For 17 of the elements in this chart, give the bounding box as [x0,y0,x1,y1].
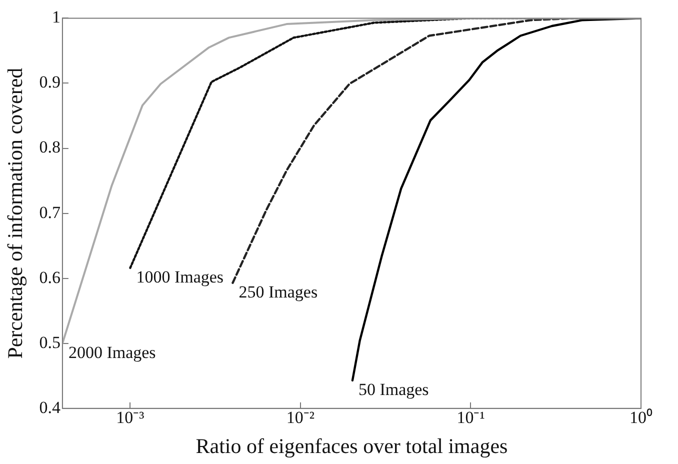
y-axis-title: Percentage of information covered [3,67,28,359]
y-tick-label: 1 [52,8,60,27]
annotation: 50 Images [358,380,429,399]
x-tick-label: 10⁻³ [116,408,144,428]
annotation: 250 Images [238,282,318,302]
y-tick-label: 0.6 [39,268,60,287]
x-tick-label: 10⁻¹ [456,408,485,428]
x-tick-label: 10⁰ [630,408,652,428]
y-tick-label: 0.4 [39,398,61,417]
annotation: 1000 Images [136,267,224,286]
annotation: 2000 Images [68,342,156,362]
x-axis-title: Ratio of eigenfaces over total images [196,434,508,458]
y-tick-label: 0.7 [39,202,61,222]
y-tick-label: 0.5 [39,332,60,352]
y-tick-label: 0.9 [39,72,60,92]
y-tick-label: 0.8 [39,138,60,157]
x-tick-label: 10⁻² [286,408,315,428]
